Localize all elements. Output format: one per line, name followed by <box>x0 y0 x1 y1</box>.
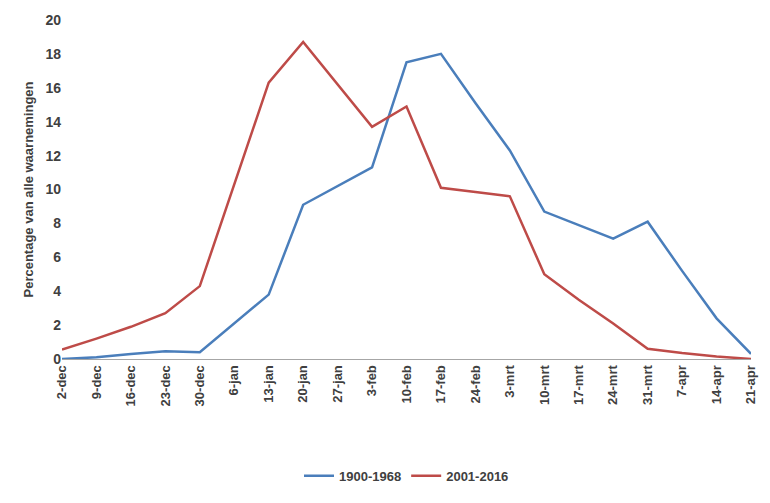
svg-text:10-feb: 10-feb <box>399 365 414 403</box>
svg-text:8: 8 <box>53 215 61 231</box>
svg-text:3-mrt: 3-mrt <box>502 365 517 398</box>
svg-text:31-mrt: 31-mrt <box>640 365 655 405</box>
svg-text:17-mrt: 17-mrt <box>571 365 586 405</box>
svg-text:2001-2016: 2001-2016 <box>446 469 508 484</box>
svg-text:Percentage van alle waarneming: Percentage van alle waarnemingen <box>21 81 36 297</box>
svg-text:9-dec: 9-dec <box>89 365 104 399</box>
svg-text:18: 18 <box>45 46 61 62</box>
svg-text:7-apr: 7-apr <box>674 365 689 397</box>
svg-text:12: 12 <box>45 148 61 164</box>
svg-text:20: 20 <box>45 12 61 28</box>
svg-text:4: 4 <box>53 283 61 299</box>
svg-text:30-dec: 30-dec <box>192 365 207 406</box>
svg-text:23-dec: 23-dec <box>158 365 173 406</box>
svg-text:14-apr: 14-apr <box>709 365 724 404</box>
svg-text:1900-1968: 1900-1968 <box>339 469 401 484</box>
svg-text:13-jan: 13-jan <box>261 365 276 403</box>
svg-text:20-jan: 20-jan <box>295 365 310 403</box>
svg-text:6: 6 <box>53 249 61 265</box>
svg-text:16: 16 <box>45 80 61 96</box>
svg-text:6-jan: 6-jan <box>226 365 241 395</box>
svg-text:21-apr: 21-apr <box>743 365 758 404</box>
svg-text:2: 2 <box>53 317 61 333</box>
svg-text:24-mrt: 24-mrt <box>605 365 620 405</box>
svg-text:14: 14 <box>45 114 61 130</box>
svg-text:2-dec: 2-dec <box>54 365 69 399</box>
svg-text:10-mrt: 10-mrt <box>537 365 552 405</box>
svg-text:17-feb: 17-feb <box>433 365 448 403</box>
svg-text:27-jan: 27-jan <box>330 365 345 403</box>
svg-text:0: 0 <box>53 351 61 367</box>
svg-text:10: 10 <box>45 181 61 197</box>
svg-text:24-feb: 24-feb <box>468 365 483 403</box>
svg-text:3-feb: 3-feb <box>364 365 379 396</box>
svg-text:16-dec: 16-dec <box>123 365 138 406</box>
